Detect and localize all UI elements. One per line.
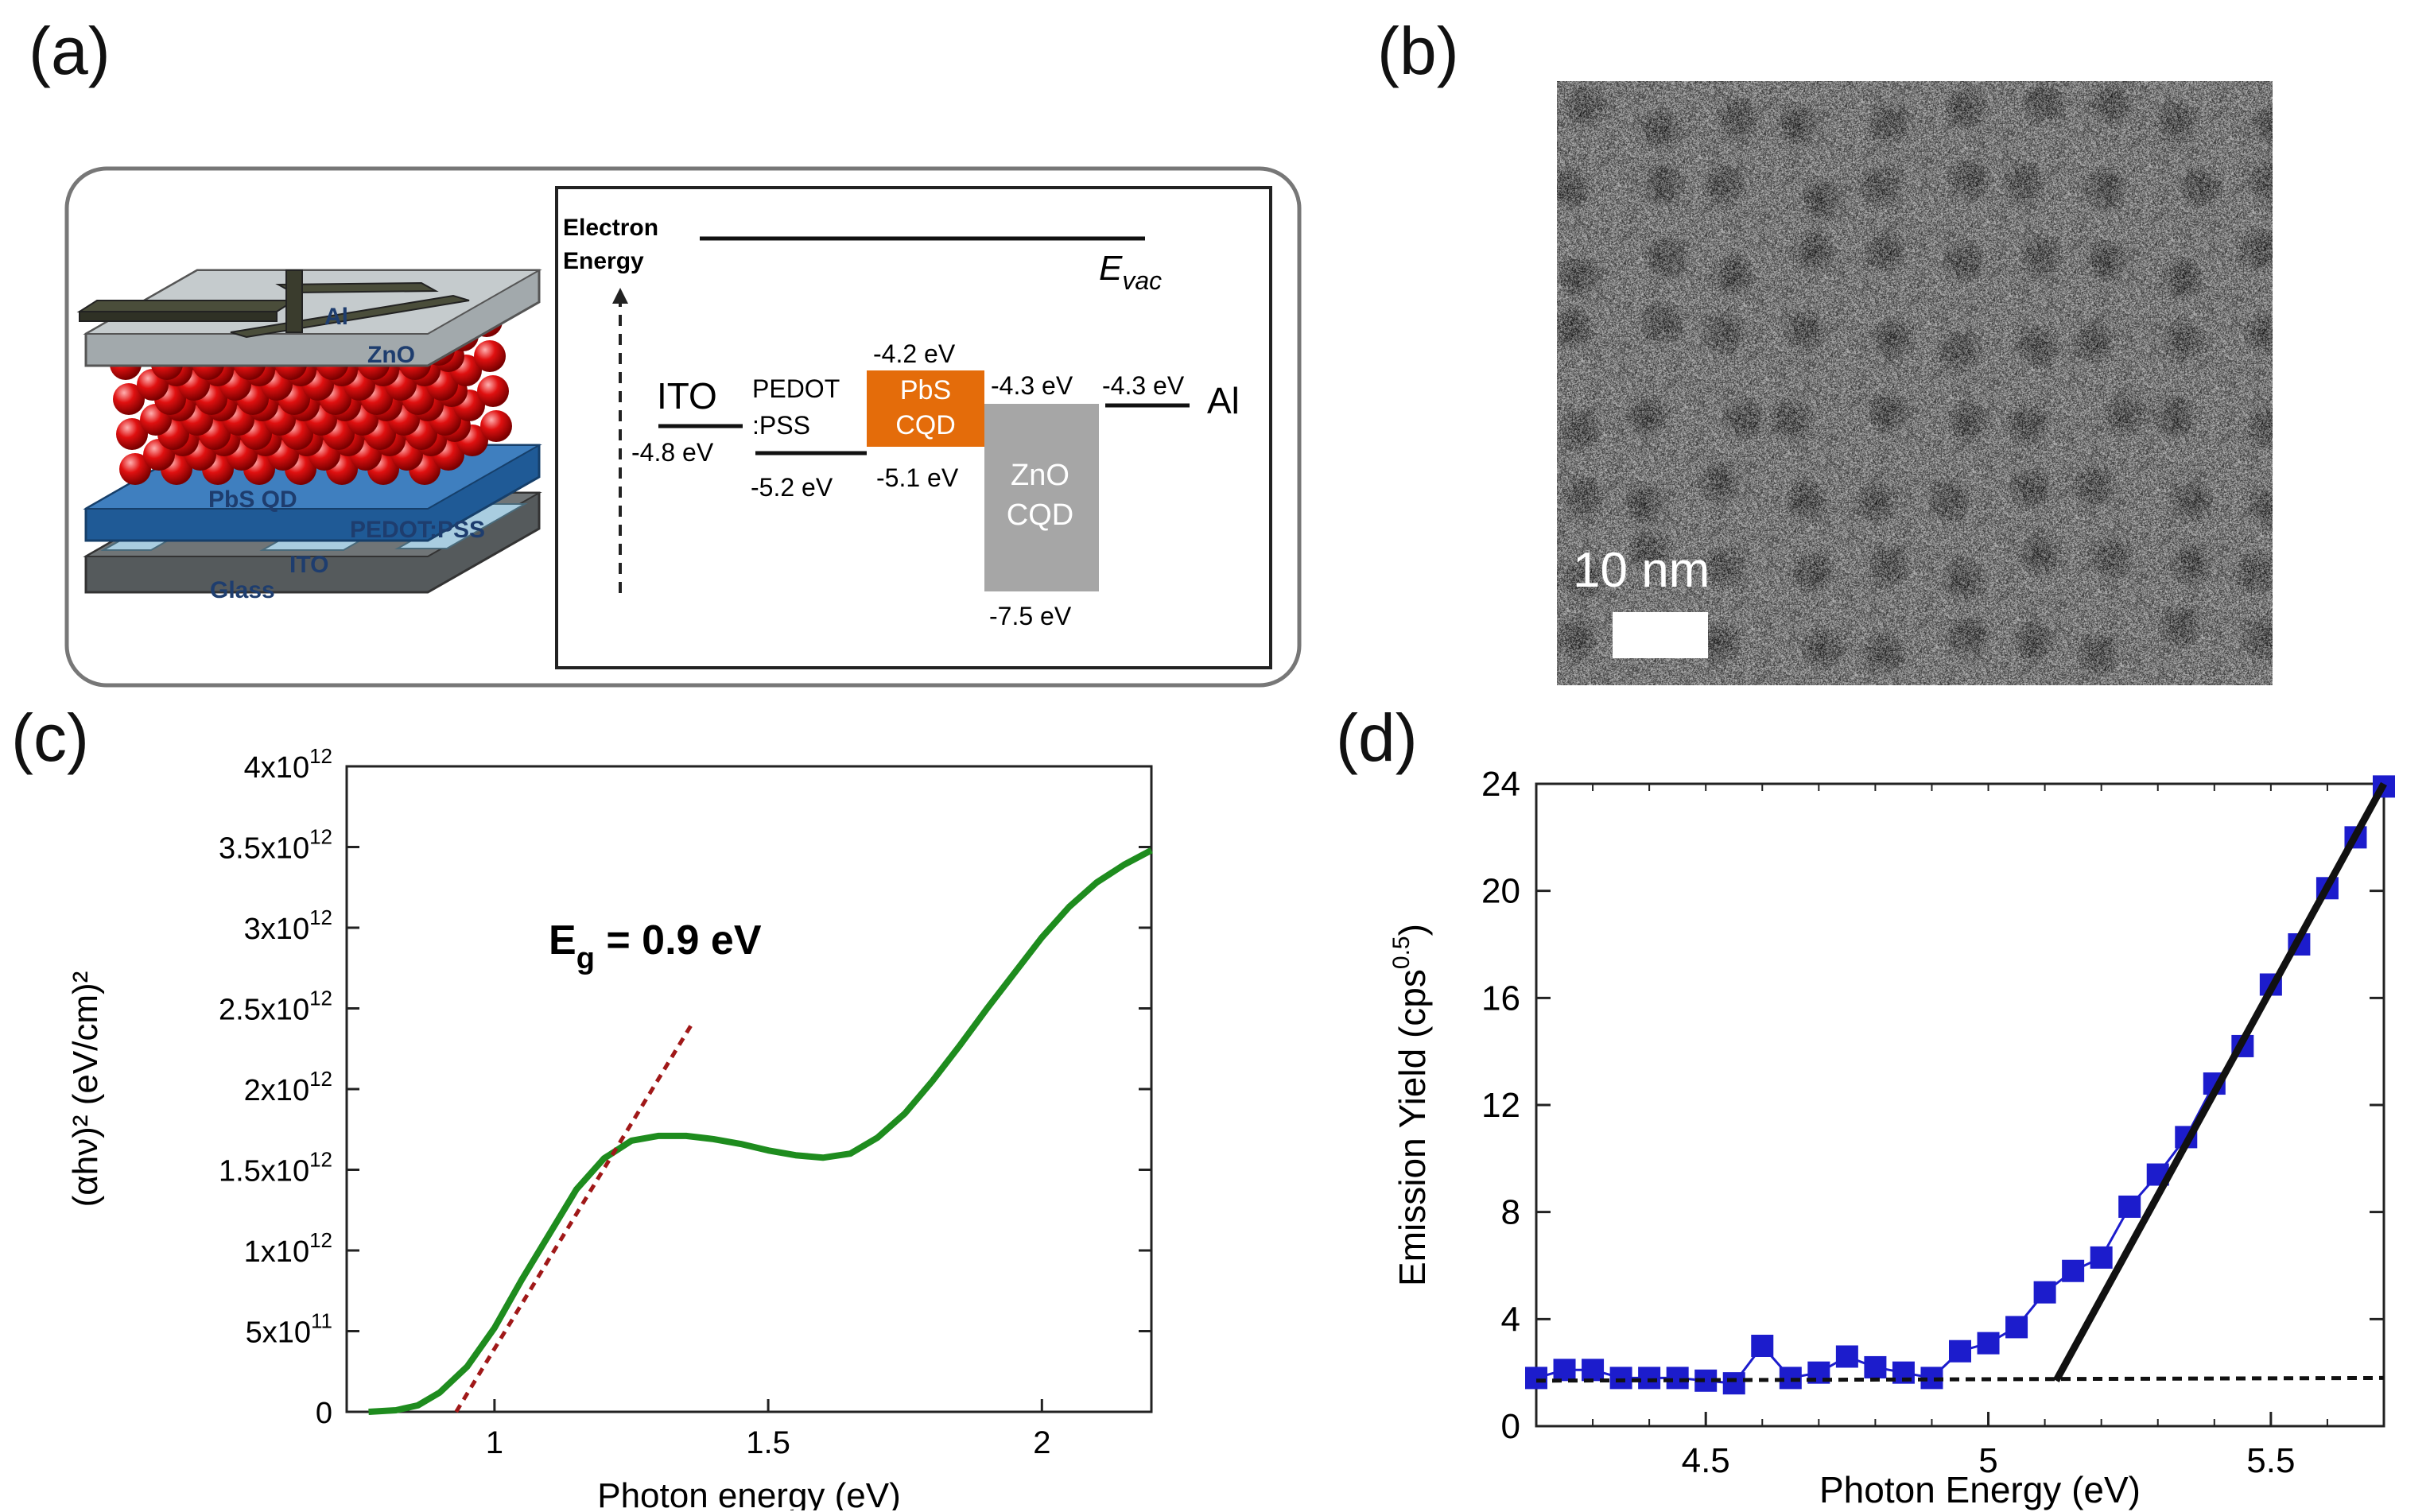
chart-c-ytick-label: 2x1012 [244,1067,332,1107]
chart-d-point [1722,1372,1745,1395]
panel-label-a: (a) [29,14,111,88]
chart-d-point [1609,1367,1632,1390]
chart-c-ytick-label: 4x1012 [244,744,332,785]
pbs-name-2: CQD [895,410,956,440]
chart-d-point [1582,1359,1605,1382]
chart-d-ytick-label: 20 [1481,872,1520,911]
chart-d-ytick-label: 24 [1481,765,1520,804]
al-name: Al [1207,380,1240,421]
pbs-dot [116,418,148,450]
chart-d-point [1977,1332,2000,1355]
ito-name: ITO [657,375,717,417]
pbs-dot [474,340,506,372]
chart-d-ytick-label: 0 [1501,1407,1520,1446]
pedot-name-2: :PSS [752,411,810,440]
vacuum-level-label: Evac [1099,249,1162,295]
panel-label-c: (c) [11,700,89,775]
zno-name-1: ZnO [1011,459,1069,492]
chart-c-xtick-label: 1 [486,1425,503,1460]
chart-d: 4.5 5 5.5 0 4 8 12 16 20 24 Photon Energy (eV) Em… [1388,765,2395,1510]
energy-axis-label-2: Energy [563,248,644,274]
chart-c-ylabel: (αhν)² (eV/cm)² [66,971,105,1208]
layer-label-al: Al [324,304,348,330]
zno-bottom-value: -7.5 eV [989,602,1072,630]
chart-d-ylabel: Emission Yield (cps0.5) [1388,924,1433,1286]
pbs-dot [113,383,145,415]
chart-d-point [2090,1246,2113,1269]
chart-d-ytick-label: 8 [1501,1193,1520,1232]
panel-label-b: (b) [1377,14,1459,88]
chart-d-xtick-label: 5 [1978,1441,1997,1480]
chart-d-series-threshold-fit [2052,781,2387,1382]
chart-d-xtick-label: 4.5 [1682,1441,1730,1480]
chart-d-point [2062,1259,2085,1282]
chart-c-ytick-label: 1x1012 [244,1228,332,1269]
device-schematic: Al ZnO PbS QD PEDOT:PSS ITO Glass [76,269,542,603]
ito-value: -4.8 eV [631,438,714,467]
chart-c-xtick-label: 1.5 [746,1425,790,1460]
layer-label-pedot: PEDOT:PSS [350,517,485,543]
chart-d-point [2033,1281,2056,1304]
chart-c-ytick-label: 2.5x1012 [219,987,332,1027]
chart-c-xlabel: Photon energy (eV) [597,1476,901,1510]
chart-d-point [2005,1316,2028,1339]
energy-band-diagram: Electron Energy Evac ITO -4.8 eV PEDOT :… [555,186,1272,669]
chart-d-xtick-label: 5.5 [2246,1441,2295,1480]
chart-d-point [1638,1367,1661,1390]
chart-d-ytick-label: 4 [1501,1300,1520,1339]
chart-d-point [1835,1345,1858,1368]
scale-bar-label: 10 nm [1573,543,1710,598]
chart-d-point [1751,1335,1774,1357]
tem-image: 10 nm [1557,81,2273,685]
panel-label-d: (d) [1336,700,1418,775]
chart-c-ytick-label: 3.5x1012 [219,825,332,866]
pbs-band [867,370,984,447]
chart-d-point [1949,1339,1971,1363]
chart-d-plot-area [1535,782,2385,1428]
chart-d-series-background-fit [1535,1375,2385,1383]
layer-label-pbs: PbS QD [208,487,297,513]
chart-c-series-linear-fit [454,1023,693,1413]
chart-d-ytick-label: 12 [1481,1086,1520,1125]
chart-c-series-absorption [368,847,1153,1415]
chart-c: 1 1.5 2 0 5x1011 1x1012 1.5x1012 2x1012 2.5x1012… [66,744,1153,1510]
chart-d-point [1864,1355,1887,1378]
chart-d-point [1553,1359,1576,1382]
chart-d-xlabel: Photon Energy (eV) [1819,1469,2141,1510]
layer-label-glass: Glass [210,577,275,603]
pbs-dot [480,410,512,442]
chart-c-annotation: Eg = 0.9 eV [549,917,762,975]
chart-c-ytick-label: 1.5x1012 [219,1148,332,1188]
scale-bar [1613,612,1708,658]
al-value: -4.3 eV [1102,371,1185,400]
chart-d-series-data [1535,785,2385,1385]
al-electrode [76,300,297,312]
pbs-bottom-value: -5.1 eV [876,463,959,492]
zno-top-value: -4.3 eV [991,371,1073,400]
chart-d-point [1525,1367,1547,1390]
pbs-top-value: -4.2 eV [873,339,956,368]
chart-c-ytick-label: 0 [316,1397,332,1430]
chart-c-plot-area [345,765,1153,1413]
layer-label-ito: ITO [289,552,328,578]
panel-a: Al ZnO PbS QD PEDOT:PSS ITO Glass Electr… [64,166,1302,688]
pbs-dot [119,453,151,485]
energy-axis-label-1: Electron [563,215,658,241]
zno-band [984,404,1099,591]
chart-d-point [2118,1195,2141,1218]
chart-c-xtick-label: 2 [1033,1425,1050,1460]
chart-d-ytick-label: 16 [1481,979,1520,1018]
layer-label-zno: ZnO [367,342,415,368]
chart-c-ytick-label: 3x1012 [244,905,332,946]
pedot-value: -5.2 eV [751,473,833,502]
pbs-name-1: PbS [900,375,951,405]
zno-name-2: CQD [1007,498,1073,532]
pedot-name-1: PEDOT [752,374,840,403]
chart-d-point [1666,1367,1689,1390]
chart-c-ytick-label: 5x1011 [246,1309,332,1350]
pbs-dot [477,375,509,407]
